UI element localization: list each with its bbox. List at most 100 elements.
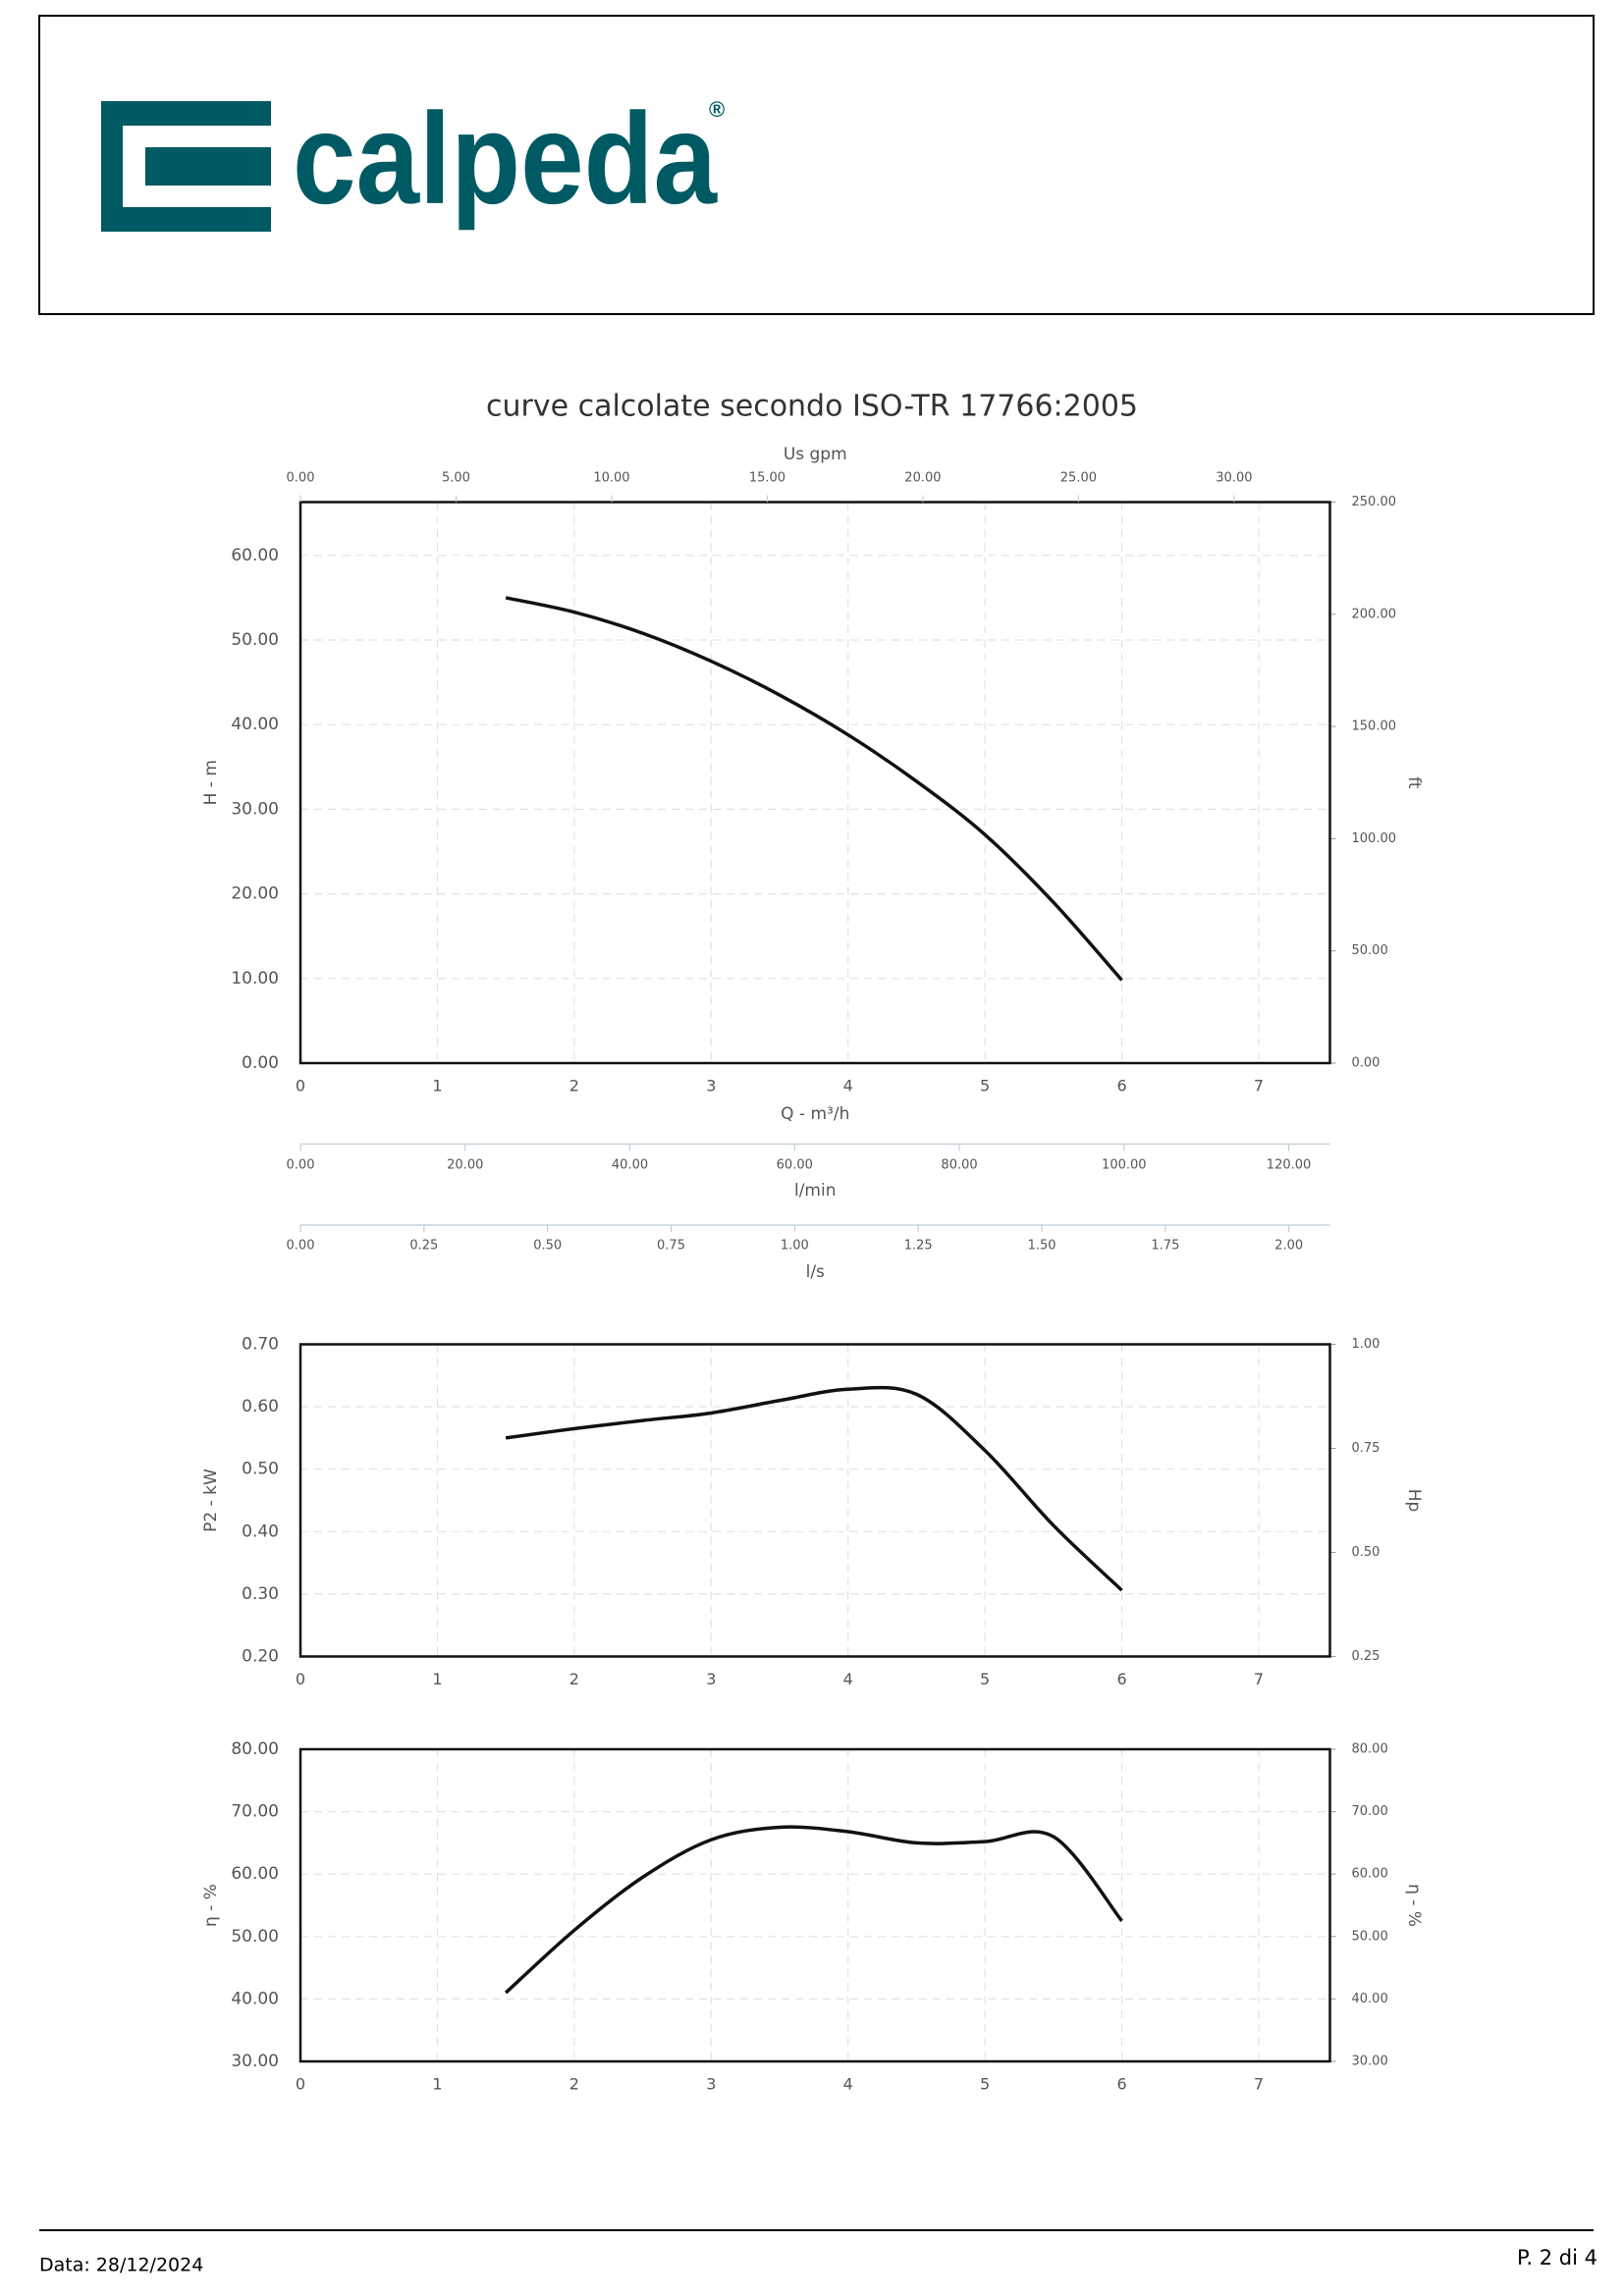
x-tick-label: 2 — [569, 1077, 579, 1095]
y-tick-label: 60.00 — [231, 546, 279, 565]
x-tick-label: 0 — [296, 1670, 305, 1688]
y2-tick-label: 0.25 — [1352, 1649, 1380, 1664]
y-tick-label: 50.00 — [231, 1927, 279, 1947]
axis-label: l/min — [794, 1181, 837, 1201]
axis-tick-label: 2.00 — [1274, 1239, 1303, 1254]
axis-tick-label: 1.50 — [1028, 1239, 1056, 1254]
axis-tick-label: 100.00 — [1102, 1158, 1147, 1173]
logo-text: calpeda — [293, 86, 718, 231]
x-tick-label: 1 — [432, 1670, 442, 1688]
x-tick-label: 2 — [569, 1670, 579, 1688]
y2-tick-label: 250.00 — [1352, 495, 1397, 509]
x-tick-label: 3 — [706, 1670, 716, 1688]
axis-tick-label: 40.00 — [612, 1158, 648, 1173]
x-tick-label: 1 — [432, 1077, 442, 1095]
y-tick-label: 60.00 — [231, 1864, 279, 1884]
y-axis-label: P2 - kW — [201, 1468, 221, 1532]
axis-tick-label: 1.75 — [1151, 1239, 1179, 1254]
axis-tick-label: 0.75 — [657, 1239, 685, 1254]
y2-tick-label: 60.00 — [1352, 1867, 1388, 1882]
y2-tick-label: 40.00 — [1352, 1992, 1388, 2006]
y2-tick-label: 30.00 — [1352, 2055, 1388, 2069]
y2-tick-label: 150.00 — [1352, 720, 1397, 734]
axis-tick-label: 120.00 — [1267, 1158, 1312, 1173]
axis-tick-label: 80.00 — [941, 1158, 977, 1173]
y2-axis-label: η - % — [1404, 1884, 1424, 1927]
x-tick-label: 4 — [843, 2075, 853, 2094]
plot-frame — [298, 501, 1331, 1065]
axis-label: l/s — [806, 1262, 825, 1282]
y-tick-label: 30.00 — [231, 2052, 279, 2071]
y2-tick-label: 200.00 — [1352, 607, 1397, 621]
x-tick-label: 5 — [980, 1670, 990, 1688]
y-tick-label: 0.30 — [242, 1584, 279, 1604]
logo-mark-bar — [145, 147, 271, 186]
y-axis-label: η - % — [201, 1884, 221, 1927]
x-axis-label: Q - m³/h — [781, 1104, 849, 1124]
x-tick-label: 7 — [1254, 2075, 1264, 2094]
axis-tick-label: 60.00 — [777, 1158, 813, 1173]
y-axis-label: H - m — [201, 760, 221, 805]
x-tick-label: 0 — [296, 2075, 305, 2094]
footer-page: P. 2 di 4 — [1517, 2246, 1597, 2269]
axis-tick-label: 0.25 — [409, 1239, 438, 1254]
y-tick-label: 80.00 — [231, 1739, 279, 1759]
y2-tick-label: 70.00 — [1352, 1804, 1388, 1819]
y-tick-label: 0.40 — [242, 1522, 279, 1541]
axis-tick-label: 10.00 — [593, 471, 629, 486]
x-tick-label: 4 — [843, 1077, 853, 1095]
y-tick-label: 20.00 — [231, 884, 279, 904]
curve — [504, 1825, 1123, 1995]
y2-tick-label: 100.00 — [1352, 831, 1397, 846]
y-tick-label: 0.70 — [242, 1335, 279, 1355]
y-tick-label: 0.20 — [242, 1647, 279, 1667]
y-tick-label: 0.00 — [242, 1053, 279, 1073]
x-tick-label: 7 — [1254, 1670, 1264, 1688]
y-tick-label: 40.00 — [231, 715, 279, 734]
y2-tick-label: 50.00 — [1352, 943, 1388, 958]
x-tick-label: 1 — [432, 2075, 442, 2094]
x-tick-label: 4 — [843, 1670, 853, 1688]
x-tick-label: 5 — [980, 1077, 990, 1095]
axis-tick-label: 1.25 — [904, 1239, 933, 1254]
y2-tick-label: 80.00 — [1352, 1742, 1388, 1757]
axis-tick-label: 20.00 — [904, 471, 941, 486]
axis-tick-label: 30.00 — [1216, 471, 1252, 486]
y2-tick-label: 1.00 — [1352, 1337, 1380, 1352]
plot-frame — [298, 1747, 1331, 2063]
y2-tick-label: 0.75 — [1352, 1441, 1380, 1456]
axis-tick-label: 0.00 — [287, 471, 315, 486]
axis-tick-label: 20.00 — [447, 1158, 483, 1173]
x-tick-label: 6 — [1116, 1670, 1126, 1688]
axis-label: Us gpm — [784, 445, 847, 464]
axis-tick-label: 1.00 — [781, 1239, 809, 1254]
footer-date: Data: 28/12/2024 — [39, 2255, 203, 2276]
axis-tick-label: 25.00 — [1060, 471, 1097, 486]
y-tick-label: 10.00 — [231, 969, 279, 988]
curve — [505, 1385, 1123, 1592]
x-tick-label: 3 — [706, 2075, 716, 2094]
y-tick-label: 50.00 — [231, 630, 279, 650]
axis-tick-label: 0.50 — [533, 1239, 562, 1254]
y-tick-label: 0.60 — [242, 1397, 279, 1416]
x-tick-label: 7 — [1254, 1077, 1264, 1095]
axis-tick-label: 0.00 — [287, 1239, 315, 1254]
curve — [505, 596, 1123, 982]
x-tick-label: 5 — [980, 2075, 990, 2094]
x-tick-label: 6 — [1116, 2075, 1126, 2094]
y2-tick-label: 50.00 — [1352, 1929, 1388, 1944]
y-tick-label: 0.50 — [242, 1460, 279, 1479]
y2-axis-label: Hp — [1404, 1489, 1424, 1513]
axis-tick-label: 0.00 — [287, 1158, 315, 1173]
axis-tick-label: 5.00 — [442, 471, 470, 486]
y-tick-label: 30.00 — [231, 799, 279, 819]
page-title: curve calcolate secondo ISO-TR 17766:200… — [486, 390, 1138, 424]
plot-frame — [298, 1343, 1331, 1658]
logo-registered: ® — [709, 97, 725, 122]
y2-tick-label: 0.50 — [1352, 1545, 1380, 1560]
header-box — [38, 15, 1595, 315]
y2-tick-label: 0.00 — [1352, 1056, 1380, 1071]
axis-tick-label: 15.00 — [749, 471, 785, 486]
y-tick-label: 40.00 — [231, 1989, 279, 2008]
